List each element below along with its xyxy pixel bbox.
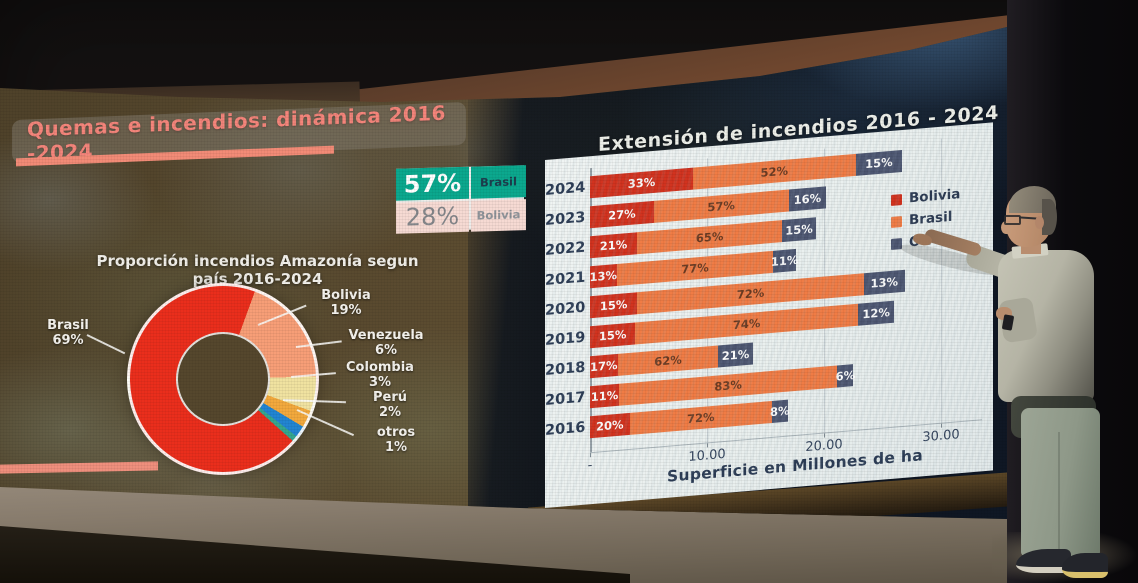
donut-callout-colombia: Colombia 3% xyxy=(334,360,426,391)
presenter-back-shoe xyxy=(1062,553,1108,578)
donut-callout-label: Perú xyxy=(372,390,407,405)
donut-callout-bolivia: Bolivia 19% xyxy=(300,288,392,319)
donut-chart xyxy=(127,283,319,475)
presenter-glasses xyxy=(1004,215,1021,225)
donut-callout-value: 19% xyxy=(330,303,362,319)
donut-callout-label: otros xyxy=(376,425,416,440)
donut-callout-perú: Perú 2% xyxy=(344,390,436,421)
presenter-ear xyxy=(1035,216,1044,229)
presenter-hair-back xyxy=(1042,199,1057,235)
donut-callout-otros: otros 1% xyxy=(350,425,442,456)
presenter-pointing-arm xyxy=(923,227,983,258)
presenter-jeans-crease xyxy=(1058,432,1060,550)
donut-callout-label: Colombia xyxy=(346,360,414,375)
donut-callout-label: Venezuela xyxy=(348,328,424,343)
donut-callout-label: Bolivia xyxy=(321,288,371,303)
donut-hole xyxy=(176,332,270,426)
donut-callout-brasil: Brasil 69% xyxy=(22,318,114,349)
donut-callout-value: 3% xyxy=(368,375,392,391)
donut-callout-value: 6% xyxy=(374,343,398,359)
donut-callout-value: 1% xyxy=(384,440,408,456)
donut-callout-venezuela: Venezuela 6% xyxy=(340,328,432,359)
presenter-front-shoe xyxy=(1016,549,1071,573)
presenter-nose xyxy=(1001,221,1011,234)
presenter-jeans xyxy=(1021,408,1100,556)
donut-callout-value: 69% xyxy=(52,333,84,349)
donut-callout-value: 2% xyxy=(378,405,402,421)
donut-callout-label: Brasil xyxy=(47,318,89,333)
